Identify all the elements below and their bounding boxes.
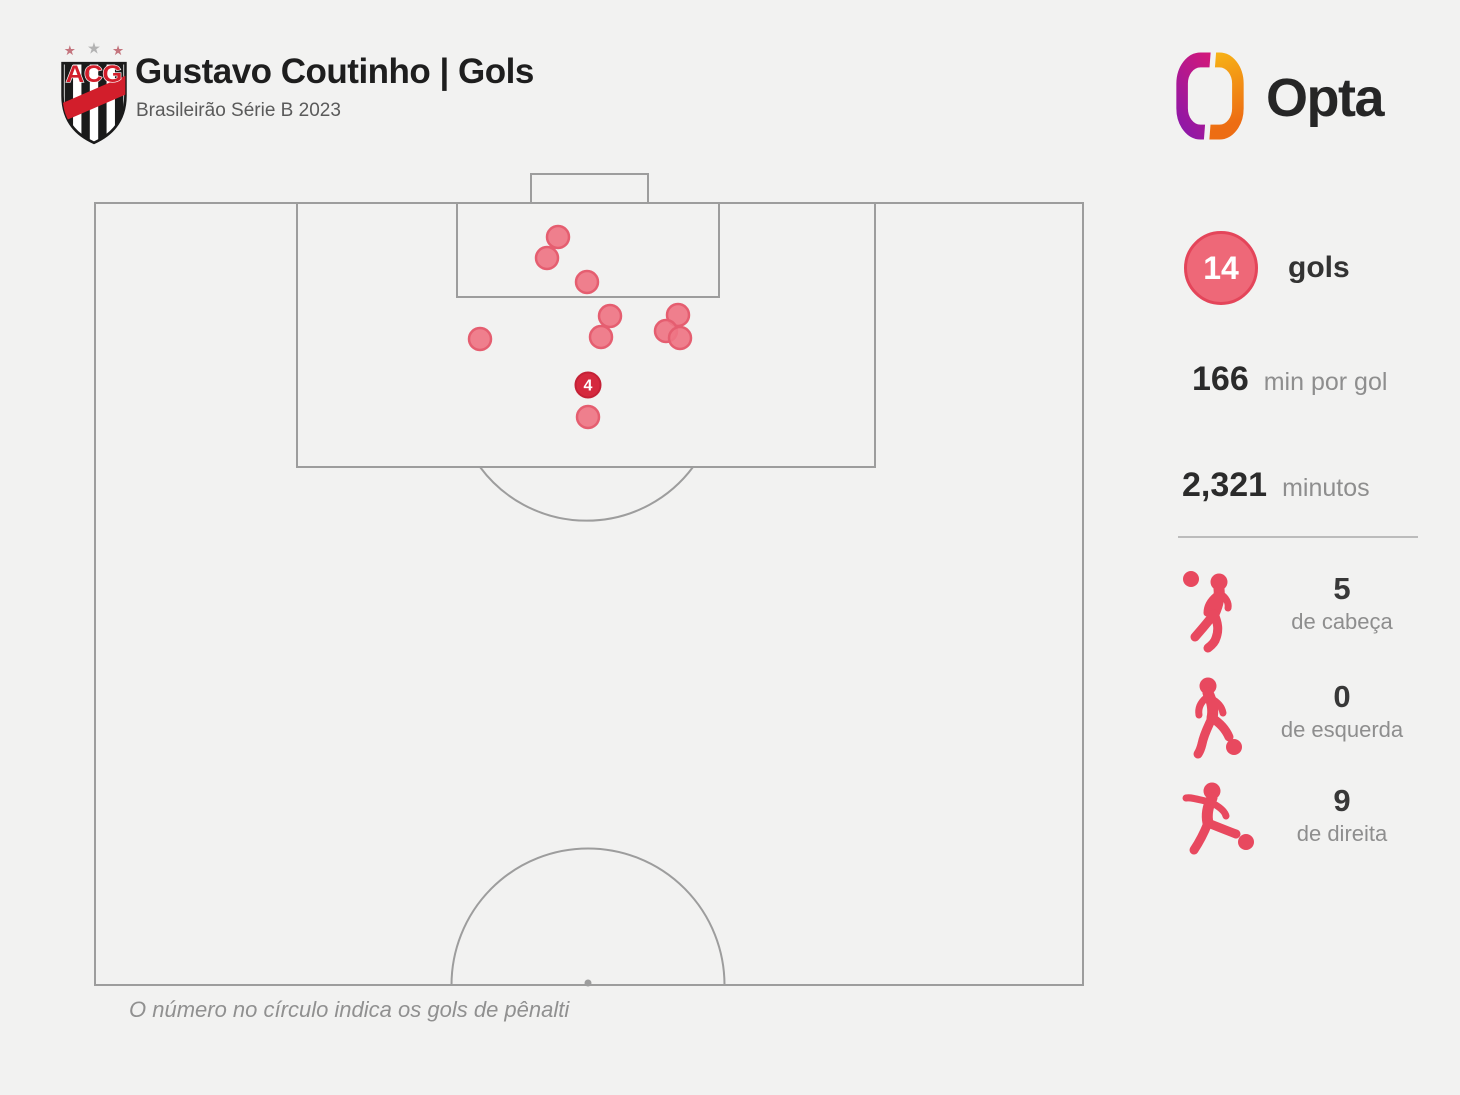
- penalty-goal-dot: [574, 371, 602, 399]
- goal-dot: [667, 325, 693, 351]
- breakdown-text-header: 5 de cabeça: [1262, 566, 1422, 658]
- left-foot-goals-label: de esquerda: [1280, 717, 1404, 742]
- header-goals-value: 5: [1333, 571, 1351, 606]
- min-per-goal-label: min por gol: [1263, 368, 1388, 396]
- centre-circle-arc: [450, 847, 726, 986]
- goal-dot: [545, 224, 571, 250]
- opta-logo-icon: [1176, 52, 1244, 140]
- goal-dot: [574, 269, 600, 295]
- goal-dot: [575, 404, 601, 430]
- pitch-lines: [94, 173, 1084, 986]
- breakdown-row-header: 5 de cabeça: [1178, 566, 1422, 658]
- right-foot-goals-value: 9: [1333, 783, 1351, 818]
- goal-dot: [467, 326, 493, 352]
- right-foot-goal-icon: [1182, 782, 1254, 855]
- breakdown-row-left-foot: 0 de esquerda: [1178, 674, 1422, 766]
- minutes-row: 2,321 minutos: [1182, 466, 1370, 505]
- crest-star: ★: [64, 43, 76, 58]
- penalty-footnote: O número no círculo indica os gols de pê…: [129, 997, 570, 1022]
- breakdown-text-right-foot: 9 de direita: [1262, 778, 1422, 870]
- min-per-goal-row: 166 min por gol: [1192, 360, 1387, 399]
- left-foot-goals-value: 0: [1333, 679, 1351, 714]
- centre-spot: [584, 979, 592, 987]
- total-goals-label: gols: [1288, 251, 1350, 284]
- page-title: Gustavo Coutinho | Gols: [135, 52, 534, 91]
- min-per-goal-value: 166: [1192, 360, 1249, 398]
- goal-frame: [530, 173, 649, 204]
- total-goals-badge: 14: [1184, 231, 1258, 305]
- header-goals-label: de cabeça: [1291, 609, 1393, 634]
- total-goals-row: 14 gols: [1184, 231, 1350, 305]
- right-foot-goals-label: de direita: [1296, 821, 1388, 846]
- club-crest-icon: ★ ★ ★ ACG: [61, 41, 127, 145]
- penalty-arc: [479, 466, 694, 522]
- crest-star: ★: [87, 41, 101, 58]
- header-goal-icon: [1183, 571, 1232, 653]
- crest-letters: ACG: [66, 61, 123, 88]
- goal-dot: [597, 303, 623, 329]
- goal-dots-layer: 4: [467, 224, 693, 430]
- left-foot-goal-icon: [1193, 677, 1242, 759]
- goal-dot: [588, 324, 614, 350]
- brand-logo: Opta: [1176, 52, 1385, 140]
- breakdown-row-right-foot: 9 de direita: [1178, 778, 1422, 870]
- pitch-outline: [94, 202, 1084, 986]
- six-yard-box: [456, 202, 720, 298]
- brand-name: Opta: [1266, 68, 1385, 128]
- breakdown-text-left-foot: 0 de esquerda: [1262, 674, 1422, 766]
- minutes-label: minutos: [1282, 474, 1370, 502]
- page-subtitle: Brasileirão Série B 2023: [136, 100, 341, 121]
- goal-dot: [534, 245, 560, 271]
- minutes-value: 2,321: [1182, 466, 1268, 504]
- divider: [1178, 536, 1418, 538]
- penalty-goal-count: 4: [584, 378, 593, 395]
- crest-star: ★: [112, 43, 124, 58]
